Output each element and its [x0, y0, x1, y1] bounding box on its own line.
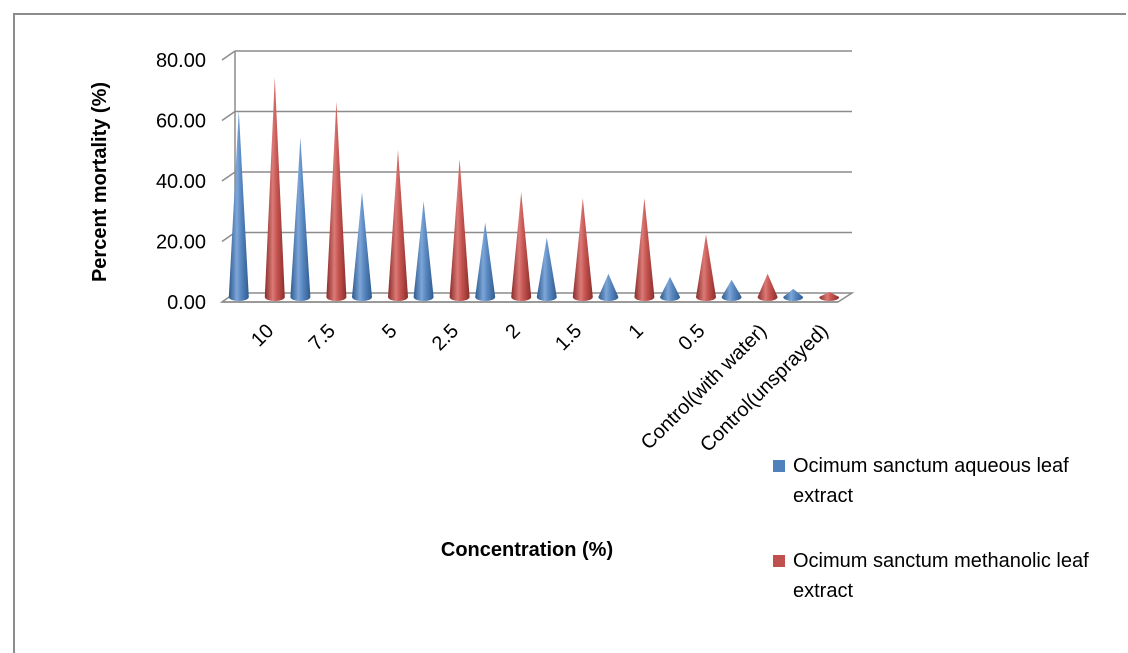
cone-methanolic-3	[449, 158, 470, 301]
cone-aqueous-9	[783, 288, 804, 301]
cone-aqueous-5	[536, 237, 557, 301]
x-tick-label: 10	[247, 320, 278, 351]
y-tick-labels: 0.00 20.00 40.00 60.00 80.00	[156, 50, 206, 314]
y-tick-label: 60.00	[156, 111, 206, 133]
x-tick-label: 2	[501, 320, 524, 343]
x-tick-label: 7.5	[305, 320, 340, 355]
gridlines	[221, 50, 852, 243]
y-tick-label: 80.00	[156, 50, 206, 72]
cone-aqueous-0	[228, 110, 249, 301]
y-tick-label: 40.00	[156, 171, 206, 193]
legend-label-methanolic: Ocimum sanctum methanolic leaf extract	[793, 550, 1089, 602]
x-tick-label: 2.5	[428, 320, 463, 355]
cone-aqueous-6	[598, 273, 619, 301]
x-axis-label: Concentration (%)	[441, 539, 613, 561]
cone-aqueous-7	[660, 276, 680, 301]
legend-item-methanolic: Ocimum sanctum methanolic leaf extract	[773, 546, 1118, 606]
gridline-depth	[221, 110, 236, 122]
x-tick-label: 1.5	[551, 320, 586, 355]
cone-methanolic-9	[819, 291, 840, 301]
cone-aqueous-4	[475, 222, 496, 301]
cone-aqueous-8	[721, 279, 742, 301]
cone-aqueous-2	[352, 192, 372, 301]
x-tick-label: 1	[625, 320, 648, 343]
cone-methanolic-1	[326, 101, 347, 301]
cone-aqueous-3	[413, 201, 434, 301]
cone-methanolic-5	[572, 198, 593, 301]
cones	[228, 77, 840, 301]
y-tick-label: 0.00	[167, 292, 206, 314]
cone-methanolic-7	[696, 234, 716, 301]
legend-swatch-aqueous	[773, 460, 785, 472]
cone-methanolic-0	[264, 77, 285, 301]
legend-item-aqueous: Ocimum sanctum aqueous leaf extract	[773, 451, 1118, 511]
cone-methanolic-4	[511, 192, 532, 301]
cone-aqueous-1	[290, 137, 311, 301]
cone-methanolic-6	[634, 198, 655, 301]
cone-methanolic-2	[388, 149, 408, 301]
legend-swatch-methanolic	[773, 555, 785, 567]
cone-methanolic-8	[757, 273, 778, 301]
plot-walls	[219, 51, 855, 303]
gridline-depth	[221, 171, 236, 182]
x-tick-label: 5	[378, 320, 401, 343]
legend-label-aqueous: Ocimum sanctum aqueous leaf extract	[793, 455, 1069, 507]
y-axis-label: Percent mortality (%)	[89, 82, 111, 282]
chart-frame	[13, 13, 1126, 653]
y-tick-label: 20.00	[156, 232, 206, 254]
x-tick-label: 0.5	[674, 320, 709, 355]
chart: 0.00 20.00 40.00 60.00 80.00 10 7.5 5 2.5 2 1.5 1 0…	[89, 50, 855, 561]
gridline-depth	[221, 50, 236, 61]
